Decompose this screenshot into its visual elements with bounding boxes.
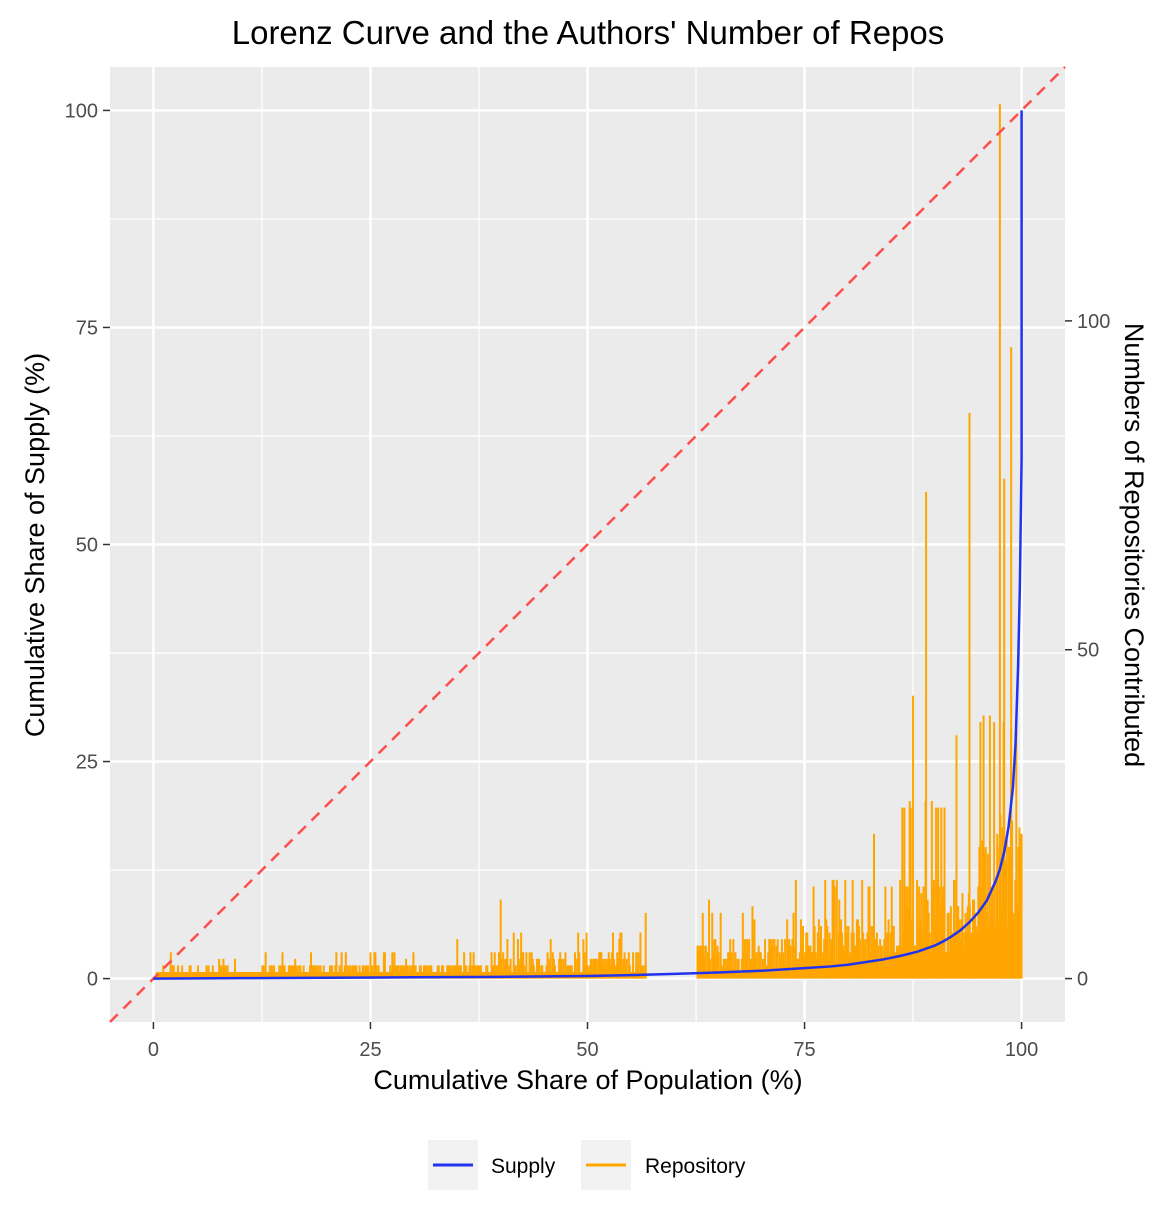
y-tick-label: 50 — [76, 535, 98, 557]
equality-line — [109, 66, 1066, 1023]
supply-line — [153, 110, 1023, 980]
y-right-tick-label: 100 — [1077, 311, 1110, 333]
y-tick-labels: 0 25 50 75 100 — [65, 100, 98, 990]
y-tick-label: 25 — [76, 752, 98, 774]
x-tick-label: 0 — [148, 1039, 159, 1061]
y-right-axis-title: Numbers of Repositories Contributed — [1119, 323, 1149, 767]
y-right-tick-labels: 0 50 100 — [1077, 311, 1110, 991]
x-axis-title: Cumulative Share of Population (%) — [373, 1065, 802, 1095]
y-right-tick-label: 50 — [1077, 640, 1099, 662]
y-axis-title: Cumulative Share of Supply (%) — [20, 353, 50, 737]
x-tick-label: 25 — [359, 1039, 381, 1061]
x-tick-labels: 0 25 50 75 100 — [148, 1039, 1038, 1061]
legend-repository-label: Repository — [645, 1155, 746, 1178]
axis-ticks — [103, 109, 1072, 1029]
legend-supply-label: Supply — [491, 1155, 556, 1178]
chart-title: Lorenz Curve and the Authors' Number of … — [232, 14, 945, 51]
x-tick-label: 100 — [1005, 1039, 1038, 1061]
legend: Supply Repository — [428, 1140, 746, 1190]
y-right-tick-label: 0 — [1077, 969, 1088, 991]
y-tick-label: 100 — [65, 100, 98, 122]
x-tick-label: 50 — [576, 1039, 598, 1061]
y-tick-label: 0 — [87, 969, 98, 991]
x-tick-label: 75 — [793, 1039, 815, 1061]
y-tick-label: 75 — [76, 317, 98, 339]
